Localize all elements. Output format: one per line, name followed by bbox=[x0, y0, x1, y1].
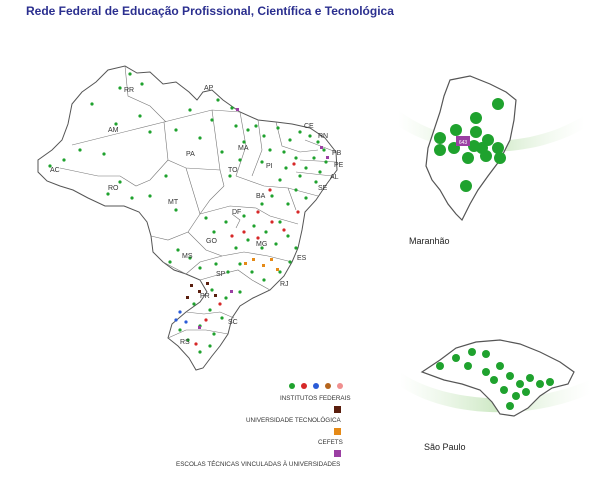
brazil-outline bbox=[37, 65, 338, 371]
maranhao-highlight-label: 643 bbox=[459, 140, 468, 146]
legend-swatch-escolas bbox=[334, 450, 341, 457]
state-label-am: AM bbox=[108, 127, 119, 134]
state-label-df: DF bbox=[232, 209, 241, 216]
state-label-al: AL bbox=[330, 174, 339, 181]
state-label-mg: MG bbox=[256, 241, 267, 248]
state-label-mt: MT bbox=[168, 199, 179, 206]
orange-squares bbox=[244, 258, 279, 271]
state-label-ro: RO bbox=[108, 185, 119, 192]
legend-swatch-brown bbox=[325, 383, 331, 389]
legend-swatch-utf bbox=[334, 406, 341, 413]
saopaulo-label: São Paulo bbox=[424, 442, 466, 452]
state-labels: RR AP AM PA CE RN PB PE AL SE MA PI TO A… bbox=[50, 85, 344, 346]
saopaulo-markers bbox=[436, 348, 554, 410]
state-label-ma: MA bbox=[238, 145, 249, 152]
maranhao-label: Maranhão bbox=[409, 236, 450, 246]
state-label-ce: CE bbox=[304, 123, 314, 130]
legend-label-universidade: UNIVERSIDADE TECNOLÓGICA bbox=[246, 415, 342, 424]
state-label-sc: SC bbox=[228, 319, 238, 326]
page-title: Rede Federal de Educação Profissional, C… bbox=[26, 4, 394, 18]
state-label-pb: PB bbox=[332, 150, 342, 157]
legend-label-cefets: CEFETS bbox=[318, 439, 343, 446]
state-label-pi: PI bbox=[266, 163, 273, 170]
state-label-rs: RS bbox=[180, 339, 190, 346]
state-label-se: SE bbox=[318, 185, 328, 192]
state-label-pa: PA bbox=[186, 151, 195, 158]
state-label-pr: PR bbox=[200, 293, 210, 300]
state-label-pe: PE bbox=[334, 162, 344, 169]
maranhao-inset: 643 bbox=[398, 75, 585, 222]
red-dots bbox=[194, 162, 300, 346]
legend-swatch-blue bbox=[313, 383, 319, 389]
legend-swatch-red bbox=[301, 383, 307, 389]
state-label-ba: BA bbox=[256, 193, 266, 200]
legend-swatch-pink bbox=[337, 383, 343, 389]
legend-label-escolas: ESCOLAS TÉCNICAS VINCULADAS À UNIVERSIDA… bbox=[176, 459, 340, 468]
state-label-sp: SP bbox=[216, 271, 226, 278]
purple-squares bbox=[198, 108, 329, 329]
state-label-ap: AP bbox=[204, 85, 214, 92]
state-label-es: ES bbox=[297, 255, 307, 262]
state-borders bbox=[59, 65, 337, 339]
maranhao-markers bbox=[434, 98, 506, 192]
saopaulo-outline bbox=[420, 339, 575, 417]
blue-dots bbox=[174, 310, 188, 324]
legend-swatch-cefets bbox=[334, 428, 341, 435]
saopaulo-swoosh bbox=[400, 372, 590, 413]
legend-swatch-green bbox=[289, 383, 295, 389]
legend: INSTITUTOS FEDERAIS UNIVERSIDADE TECNOLÓ… bbox=[176, 383, 351, 468]
state-label-to: TO bbox=[228, 167, 238, 174]
state-label-ac: AC bbox=[50, 167, 60, 174]
saopaulo-inset bbox=[400, 339, 590, 417]
legend-label-institutos: INSTITUTOS FEDERAIS bbox=[280, 395, 351, 402]
brown-squares bbox=[186, 282, 217, 299]
state-label-ms: MS bbox=[182, 253, 193, 260]
state-label-rj: RJ bbox=[280, 281, 289, 288]
state-label-rn: RN bbox=[318, 133, 328, 140]
state-label-go: GO bbox=[206, 238, 217, 245]
state-label-rr: RR bbox=[124, 87, 134, 94]
institute-dots bbox=[48, 72, 328, 354]
maranhao-highlight-marker bbox=[456, 136, 470, 146]
